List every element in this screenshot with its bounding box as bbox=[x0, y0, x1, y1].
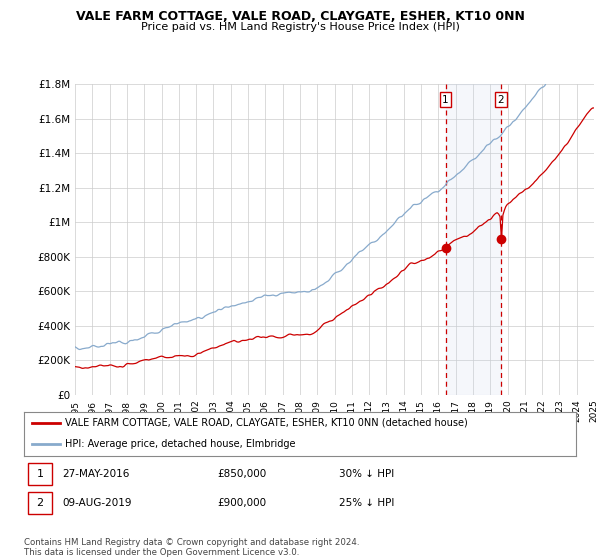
Text: 2: 2 bbox=[497, 95, 504, 105]
Bar bbox=[446, 84, 501, 395]
Text: Price paid vs. HM Land Registry's House Price Index (HPI): Price paid vs. HM Land Registry's House … bbox=[140, 22, 460, 32]
Text: £900,000: £900,000 bbox=[217, 498, 266, 508]
Text: 25% ↓ HPI: 25% ↓ HPI bbox=[338, 498, 394, 508]
Text: 2: 2 bbox=[37, 498, 44, 508]
Text: VALE FARM COTTAGE, VALE ROAD, CLAYGATE, ESHER, KT10 0NN: VALE FARM COTTAGE, VALE ROAD, CLAYGATE, … bbox=[76, 10, 524, 23]
Text: 09-AUG-2019: 09-AUG-2019 bbox=[62, 498, 132, 508]
Text: 30% ↓ HPI: 30% ↓ HPI bbox=[338, 469, 394, 479]
Text: 1: 1 bbox=[37, 469, 44, 479]
Text: 1: 1 bbox=[442, 95, 449, 105]
Text: £850,000: £850,000 bbox=[217, 469, 266, 479]
FancyBboxPatch shape bbox=[28, 463, 52, 485]
Text: HPI: Average price, detached house, Elmbridge: HPI: Average price, detached house, Elmb… bbox=[65, 439, 296, 449]
Text: VALE FARM COTTAGE, VALE ROAD, CLAYGATE, ESHER, KT10 0NN (detached house): VALE FARM COTTAGE, VALE ROAD, CLAYGATE, … bbox=[65, 418, 468, 428]
Text: 27-MAY-2016: 27-MAY-2016 bbox=[62, 469, 130, 479]
Text: Contains HM Land Registry data © Crown copyright and database right 2024.
This d: Contains HM Land Registry data © Crown c… bbox=[24, 538, 359, 557]
FancyBboxPatch shape bbox=[28, 492, 52, 515]
